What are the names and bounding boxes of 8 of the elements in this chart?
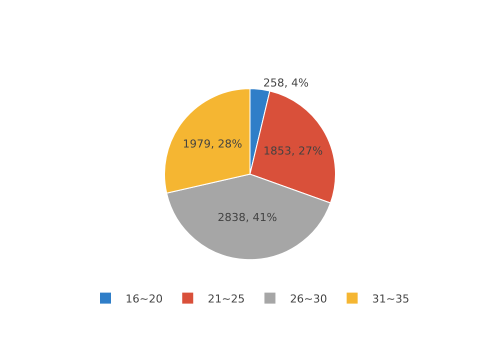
legend-label: 21~25 bbox=[208, 292, 245, 306]
legend-label: 26~30 bbox=[290, 292, 328, 306]
data-label: 2838, 41% bbox=[218, 211, 278, 224]
legend-label: 16~20 bbox=[126, 292, 163, 306]
legend-label: 31~35 bbox=[372, 292, 410, 306]
data-label: 1979, 28% bbox=[182, 138, 242, 151]
data-label: 258, 4% bbox=[263, 76, 309, 90]
data-label: 1853, 27% bbox=[263, 144, 323, 158]
